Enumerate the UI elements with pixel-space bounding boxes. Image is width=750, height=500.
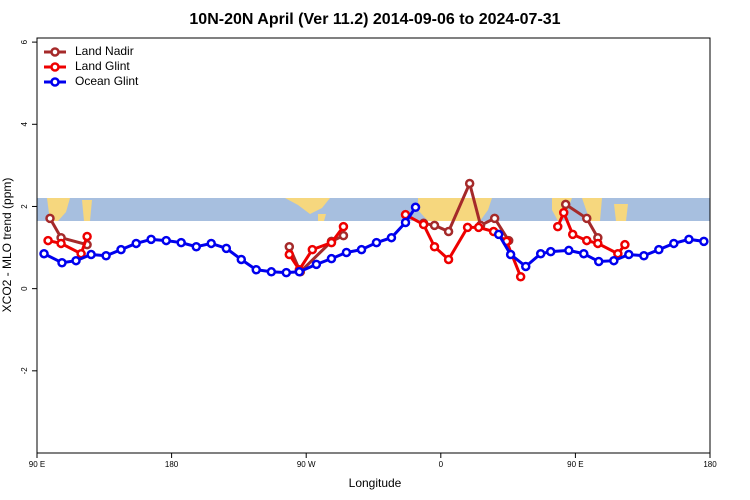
- point: [515, 271, 526, 282]
- point: [699, 236, 709, 247]
- point: [221, 243, 232, 254]
- point: [57, 258, 67, 268]
- point: [520, 261, 531, 272]
- point: [443, 226, 454, 237]
- point: [43, 235, 53, 246]
- chart-title: 10N-20N April (Ver 11.2) 2014-09-06 to 2…: [189, 11, 560, 28]
- point: [489, 213, 500, 224]
- legend-marker: [50, 47, 60, 57]
- point: [443, 254, 454, 265]
- point: [266, 267, 277, 277]
- point: [131, 238, 141, 249]
- x-tick-label: 180: [165, 460, 179, 469]
- point: [386, 232, 397, 243]
- point: [535, 248, 546, 259]
- legend-marker: [50, 62, 60, 72]
- map-strip: [37, 198, 710, 221]
- point: [473, 222, 484, 233]
- legend-label: Land Nadir: [75, 44, 134, 58]
- point: [613, 248, 623, 259]
- plot-frame: [36, 37, 711, 454]
- point: [545, 246, 556, 257]
- point: [505, 249, 516, 260]
- point: [338, 230, 349, 241]
- point: [400, 217, 411, 228]
- x-tick-label: 0: [439, 460, 444, 469]
- point: [307, 244, 318, 255]
- legend-marker: [50, 77, 60, 87]
- point: [560, 199, 571, 210]
- x-tick-label: 90 W: [297, 460, 316, 469]
- x-axis-label: Longitude: [349, 476, 402, 490]
- point: [593, 238, 603, 249]
- point: [236, 254, 247, 265]
- point: [281, 267, 292, 278]
- point: [251, 264, 261, 275]
- point: [39, 248, 49, 259]
- y-tick-label: 4: [20, 122, 29, 127]
- point: [429, 241, 440, 252]
- point: [553, 221, 563, 232]
- point: [564, 245, 574, 256]
- point: [82, 231, 92, 242]
- point: [56, 238, 66, 249]
- point: [582, 235, 592, 246]
- x-tick-label: 90 E: [567, 460, 583, 469]
- legend-label: Land Glint: [75, 59, 130, 73]
- y-axis-label: XCO2 - MLO trend (ppm): [0, 178, 14, 313]
- y-tick-label: 6: [20, 39, 29, 44]
- point: [493, 229, 504, 240]
- point: [356, 244, 367, 255]
- point: [71, 255, 81, 266]
- point: [464, 178, 475, 189]
- point: [579, 248, 589, 259]
- point: [161, 235, 171, 246]
- point: [371, 237, 382, 248]
- point: [429, 220, 440, 231]
- point: [639, 251, 649, 261]
- y-tick-label: -2: [20, 367, 29, 375]
- y-tick-label: 2: [20, 204, 29, 209]
- point: [418, 219, 429, 230]
- point: [284, 249, 295, 260]
- point: [567, 229, 578, 240]
- point: [101, 251, 111, 261]
- y-tick-label: 0: [20, 286, 29, 291]
- point: [593, 256, 604, 267]
- point: [326, 237, 337, 248]
- point: [338, 221, 349, 232]
- point: [410, 202, 421, 213]
- point: [669, 238, 679, 249]
- x-tick-label: 90 E: [29, 460, 45, 469]
- point: [462, 222, 473, 233]
- point: [191, 241, 202, 252]
- point: [86, 249, 96, 260]
- point: [116, 244, 126, 255]
- point: [326, 253, 337, 264]
- point: [341, 247, 352, 258]
- point: [624, 249, 634, 260]
- point: [45, 213, 55, 224]
- point: [558, 207, 569, 218]
- point: [146, 234, 156, 245]
- point: [684, 234, 694, 245]
- point: [206, 238, 216, 249]
- x-tick-label: 180: [703, 460, 717, 469]
- point: [311, 259, 322, 270]
- legend-label: Ocean Glint: [75, 74, 139, 88]
- point: [582, 213, 592, 224]
- point: [620, 239, 630, 250]
- point: [284, 241, 295, 252]
- point: [609, 255, 619, 266]
- point: [294, 267, 305, 277]
- point: [176, 237, 186, 248]
- point: [654, 244, 664, 255]
